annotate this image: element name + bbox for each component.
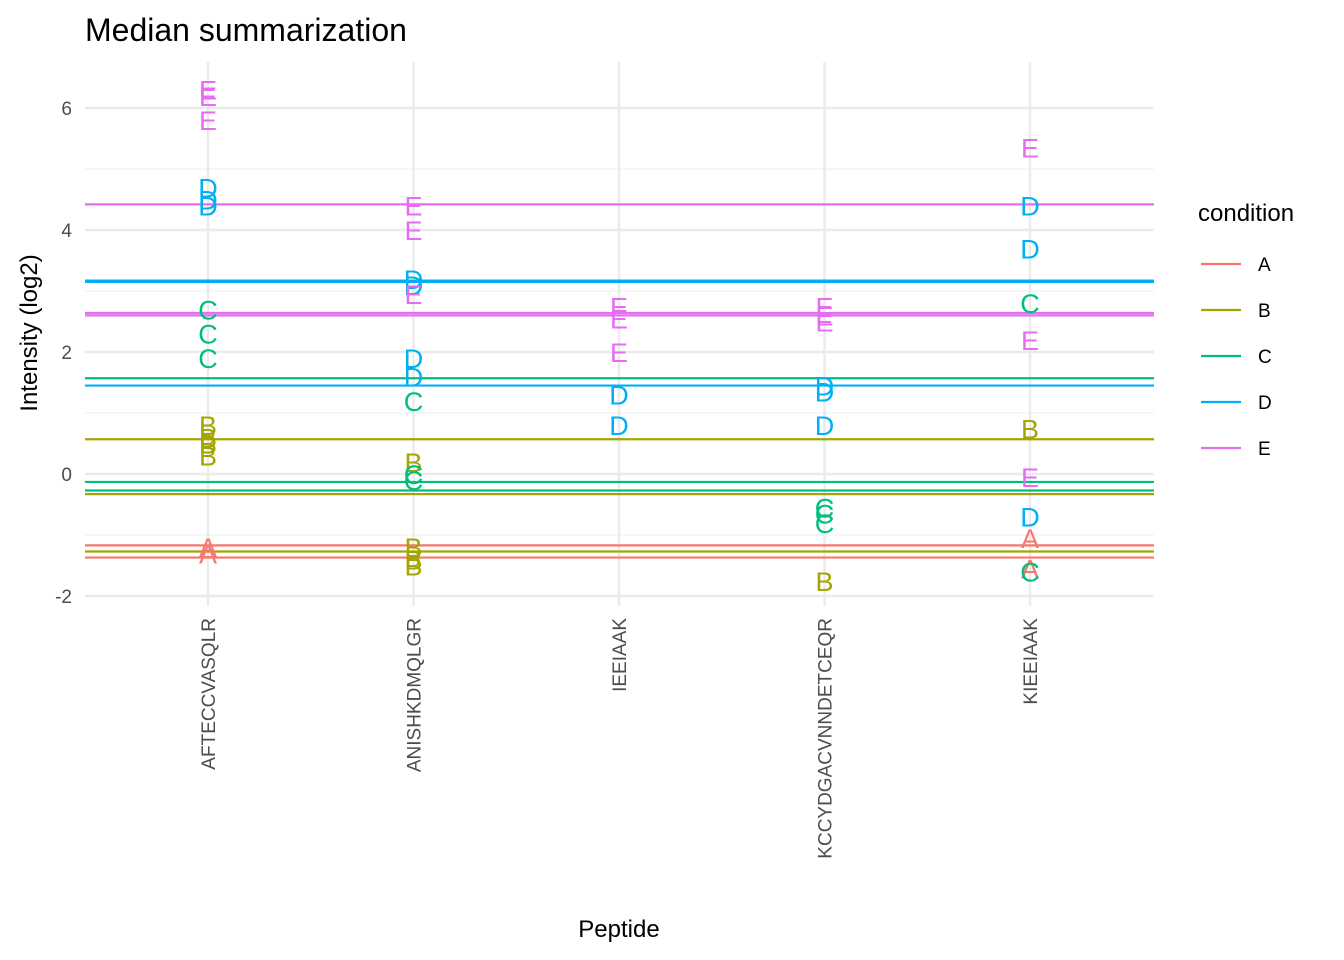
legend-label: E (1258, 439, 1271, 460)
data-point: C (815, 494, 835, 524)
data-point: D (609, 411, 629, 441)
data-point: B (404, 545, 422, 575)
data-point: B (1021, 414, 1039, 444)
data-point: C (198, 295, 218, 325)
data-point: D (1020, 234, 1040, 264)
y-axis-ticks: -2 0 2 4 6 (55, 99, 72, 608)
data-point: E (815, 308, 833, 338)
data-point: E (199, 106, 217, 136)
y-tick-label: 0 (61, 465, 72, 486)
grid-lines (85, 62, 1154, 606)
data-point: E (815, 292, 833, 322)
y-tick-label: 4 (61, 221, 72, 242)
legend-label: C (1258, 347, 1272, 368)
median-lines (85, 203, 1154, 559)
data-point: D (404, 362, 424, 392)
plot-title: Median summarization (85, 12, 407, 48)
data-point: B (199, 423, 217, 453)
data-point: C (404, 466, 424, 496)
data-point: A (199, 539, 217, 569)
x-axis-title: Peptide (578, 916, 659, 943)
legend-entries: A B C D E (1201, 255, 1272, 460)
data-point: D (1020, 503, 1040, 533)
x-tick-label: AFTECCVASQLR (199, 618, 220, 770)
data-point: C (1020, 558, 1040, 588)
y-tick-label: 2 (61, 343, 72, 364)
data-point: E (1021, 463, 1039, 493)
data-point: B (199, 442, 217, 472)
legend: condition A B C D E (1198, 200, 1294, 460)
legend-label: B (1258, 301, 1271, 322)
data-point: E (610, 304, 628, 334)
data-point: D (404, 344, 424, 374)
data-point: C (815, 509, 835, 539)
data-point: E (199, 82, 217, 112)
data-point: E (1021, 326, 1039, 356)
data-point: C (198, 344, 218, 374)
legend-label: D (1258, 393, 1272, 414)
data-point: C (1020, 289, 1040, 319)
data-point: C (815, 500, 835, 530)
data-point: D (815, 378, 835, 408)
data-point: E (815, 301, 833, 331)
y-tick-label: -2 (55, 587, 72, 608)
data-point: C (198, 320, 218, 350)
data-point: A (1021, 555, 1039, 585)
x-tick-label: KCCYDGACVNNDETCEQR (816, 618, 837, 859)
x-tick-label: IEEIAAK (610, 618, 631, 692)
x-axis-ticks: AFTECCVASQLR ANISHKDMQLGR IEEIAAK KCCYDGACV… (199, 618, 1042, 859)
data-point: A (199, 533, 217, 563)
data-point: C (404, 460, 424, 490)
x-tick-label: KIEEIAAK (1021, 618, 1042, 705)
legend-title: condition (1198, 200, 1294, 227)
data-point: D (198, 192, 218, 222)
data-point: B (815, 567, 833, 597)
y-axis-title: Intensity (log2) (16, 254, 43, 411)
data-points: AABBBBCCCDDDEEEBBBBCCCDDDDEEEDDEEEBCCCDD… (198, 76, 1040, 597)
data-point: B (404, 533, 422, 563)
x-tick-label: ANISHKDMQLGR (405, 618, 426, 772)
data-point: D (1020, 192, 1040, 222)
data-point: B (199, 411, 217, 441)
data-point: E (404, 280, 422, 310)
data-point: E (199, 76, 217, 106)
data-point: D (198, 186, 218, 216)
data-point: E (404, 192, 422, 222)
data-point: C (404, 387, 424, 417)
data-point: E (1021, 134, 1039, 164)
data-point: B (199, 430, 217, 460)
data-point: D (609, 381, 629, 411)
data-point: B (404, 448, 422, 478)
data-point: D (815, 372, 835, 402)
data-point: E (404, 216, 422, 246)
legend-label: A (1258, 255, 1271, 276)
y-tick-label: 6 (61, 99, 72, 120)
data-point: E (610, 292, 628, 322)
data-point: D (198, 173, 218, 203)
data-point: D (404, 271, 424, 301)
data-point: E (610, 338, 628, 368)
data-point: D (404, 265, 424, 295)
data-point: B (404, 552, 422, 582)
data-point: D (815, 411, 835, 441)
data-point: A (1021, 524, 1039, 554)
